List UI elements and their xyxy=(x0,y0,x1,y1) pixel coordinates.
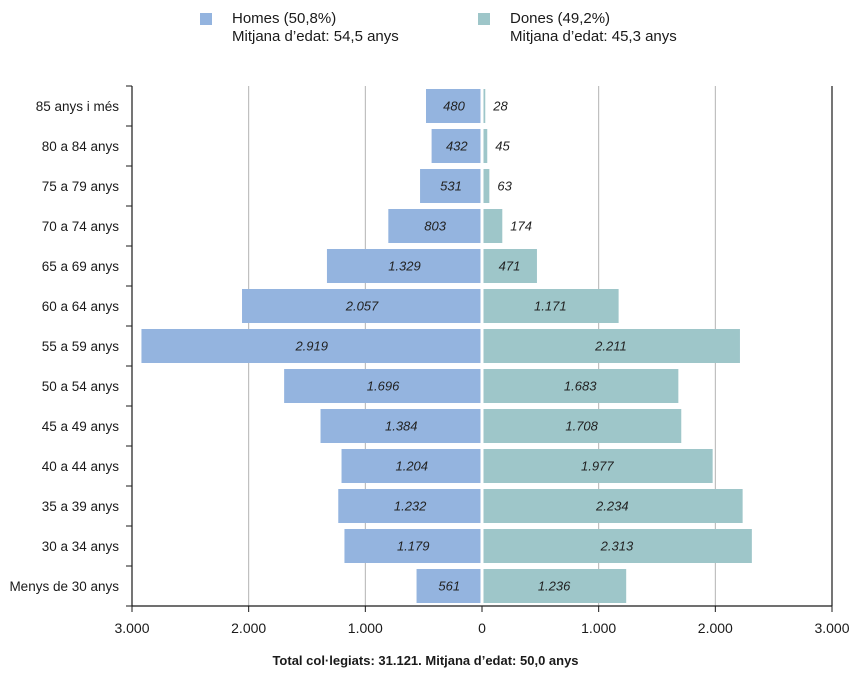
bar-men-1 xyxy=(431,129,482,163)
category-label-1: 80 a 84 anys xyxy=(42,139,120,154)
data-label-women-2: 63 xyxy=(497,179,512,194)
data-label-women-4: 471 xyxy=(499,259,521,274)
bar-women-5 xyxy=(482,289,619,323)
bar-men-5 xyxy=(242,289,482,323)
bar-men-2 xyxy=(420,169,482,203)
data-label-women-3: 174 xyxy=(510,219,532,234)
bar-men-10 xyxy=(338,489,482,523)
data-label-women-7: 1.683 xyxy=(564,379,597,394)
data-label-men-4: 1.329 xyxy=(388,259,421,274)
data-label-men-3: 803 xyxy=(424,219,446,234)
data-label-men-0: 480 xyxy=(443,99,465,114)
x-tick-label-3: 0 xyxy=(478,620,486,636)
data-label-women-1: 45 xyxy=(495,139,510,154)
data-label-women-11: 2.313 xyxy=(600,539,634,554)
bar-men-4 xyxy=(326,249,482,283)
bar-men-12 xyxy=(416,569,482,603)
data-label-men-6: 2.919 xyxy=(294,339,328,354)
bar-men-7 xyxy=(284,369,482,403)
data-label-women-8: 1.708 xyxy=(565,419,598,434)
bar-women-4 xyxy=(482,249,537,283)
data-label-men-12: 561 xyxy=(438,579,460,594)
x-tick-label-4: 1.000 xyxy=(581,620,616,636)
category-label-8: 45 a 49 anys xyxy=(42,419,120,434)
category-label-12: Menys de 30 anys xyxy=(9,579,119,594)
legend-men-label: Homes (50,8%) xyxy=(232,10,337,27)
bar-women-10 xyxy=(482,489,743,523)
category-label-5: 60 a 64 anys xyxy=(42,299,120,314)
data-label-women-10: 2.234 xyxy=(595,499,629,514)
x-tick-label-5: 2.000 xyxy=(698,620,733,636)
legend-men-swatch xyxy=(200,13,212,25)
category-label-11: 30 a 34 anys xyxy=(42,539,120,554)
bar-men-0 xyxy=(426,89,482,123)
bar-women-2 xyxy=(482,169,490,203)
bar-women-9 xyxy=(482,449,713,483)
bar-men-8 xyxy=(320,409,482,443)
bar-women-11 xyxy=(482,529,752,563)
category-label-3: 70 a 74 anys xyxy=(42,219,120,234)
bar-women-1 xyxy=(482,129,488,163)
data-label-women-0: 28 xyxy=(492,99,508,114)
legend-men-average-age: Mitjana d’edat: 54,5 anys xyxy=(232,28,399,45)
data-label-women-5: 1.171 xyxy=(534,299,567,314)
legend-women-swatch xyxy=(478,13,490,25)
x-tick-label-6: 3.000 xyxy=(814,620,849,636)
data-label-women-9: 1.977 xyxy=(581,459,614,474)
bar-women-3 xyxy=(482,209,503,243)
data-label-women-6: 2.211 xyxy=(594,339,627,354)
category-label-10: 35 a 39 anys xyxy=(42,499,120,514)
bar-women-6 xyxy=(482,329,740,363)
bar-women-8 xyxy=(482,409,682,443)
chart-footer: Total col·legiats: 31.121. Mitjana d’eda… xyxy=(272,653,579,668)
category-label-7: 50 a 54 anys xyxy=(42,379,120,394)
category-label-9: 40 a 44 anys xyxy=(42,459,120,474)
data-label-men-11: 1.179 xyxy=(397,539,430,554)
bar-women-0 xyxy=(482,89,486,123)
bar-men-3 xyxy=(388,209,482,243)
data-label-men-10: 1.232 xyxy=(394,499,427,514)
data-label-men-8: 1.384 xyxy=(385,419,418,434)
legend-women-average-age: Mitjana d’edat: 45,3 anys xyxy=(510,28,677,45)
bar-men-9 xyxy=(341,449,482,483)
data-label-men-1: 432 xyxy=(446,139,468,154)
data-label-men-9: 1.204 xyxy=(395,459,428,474)
data-label-men-7: 1.696 xyxy=(367,379,400,394)
x-tick-label-2: 1.000 xyxy=(348,620,383,636)
bar-men-11 xyxy=(344,529,482,563)
category-label-6: 55 a 59 anys xyxy=(42,339,120,354)
data-label-women-12: 1.236 xyxy=(538,579,571,594)
category-label-2: 75 a 79 anys xyxy=(42,179,120,194)
data-label-men-2: 531 xyxy=(440,179,462,194)
legend-men: Homes (50,8%) Mitjana d’edat: 54,5 anys xyxy=(200,10,399,46)
legend-women-label: Dones (49,2%) xyxy=(510,10,611,27)
legend-women: Dones (49,2%) Mitjana d’edat: 45,3 anys xyxy=(478,10,677,46)
x-tick-label-0: 3.000 xyxy=(114,620,149,636)
bar-women-7 xyxy=(482,369,679,403)
data-label-men-5: 2.057 xyxy=(345,299,379,314)
x-tick-label-1: 2.000 xyxy=(231,620,266,636)
bar-women-12 xyxy=(482,569,627,603)
population-pyramid-chart: 480 28 85 anys i més 432 45 80 a 84 anys 531 63… xyxy=(9,85,850,636)
bar-men-6 xyxy=(141,329,482,363)
category-label-4: 65 a 69 anys xyxy=(42,259,120,274)
category-label-0: 85 anys i més xyxy=(36,99,120,114)
